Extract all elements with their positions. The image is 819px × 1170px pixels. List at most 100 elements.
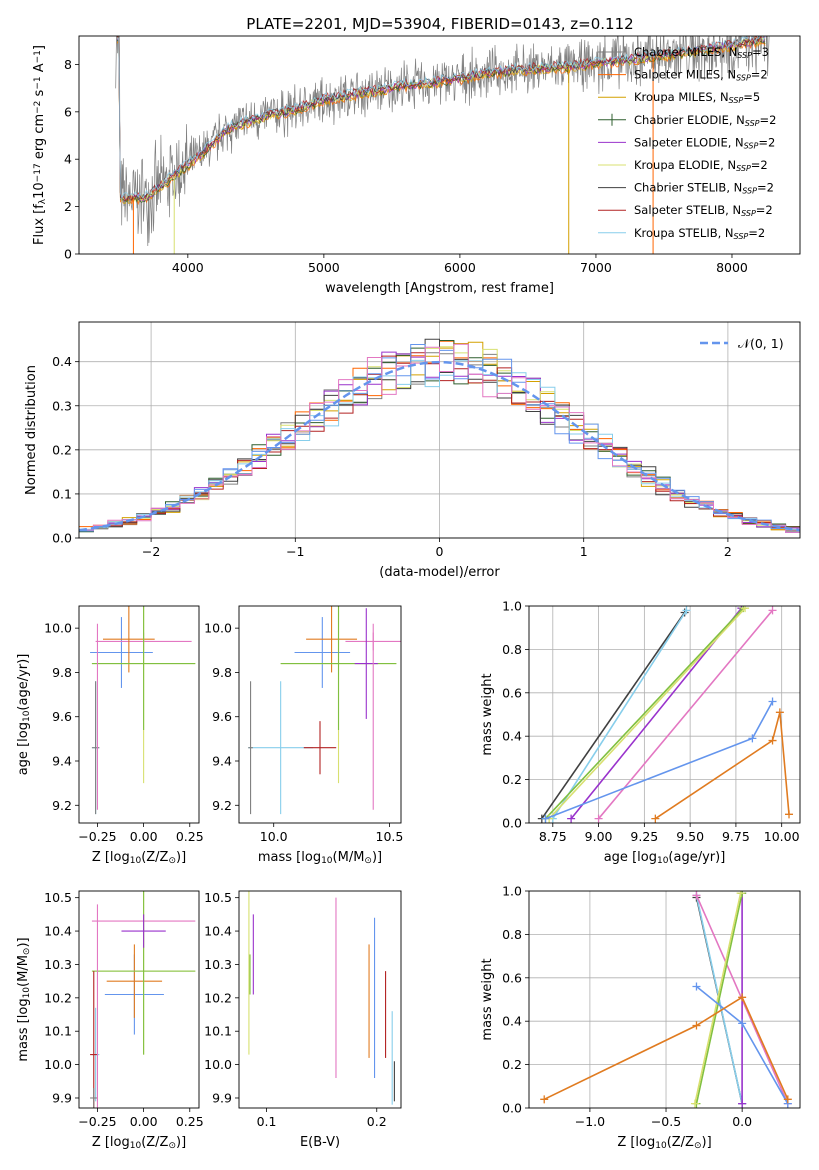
residual-histogram bbox=[79, 359, 800, 531]
label-part: mass weight bbox=[480, 673, 495, 755]
y-tick-label: 0.4 bbox=[52, 354, 72, 369]
label-part: 10 bbox=[130, 1141, 142, 1151]
label-part: ⊙ bbox=[168, 856, 176, 866]
label-part: (age/yr)] bbox=[16, 654, 31, 711]
label-part: Salpeter ELODIE, N bbox=[634, 135, 744, 149]
y-tick-label: 8 bbox=[64, 57, 72, 72]
data-point bbox=[90, 1087, 98, 1108]
label-part: Chabrier MILES, N bbox=[634, 45, 737, 59]
data-point bbox=[306, 606, 358, 673]
series-line bbox=[544, 607, 744, 820]
y-tick-label: 10.0 bbox=[204, 621, 232, 636]
label-part: =2 bbox=[751, 158, 768, 172]
series-line bbox=[545, 701, 774, 820]
x-tick-label: 9.50 bbox=[676, 829, 704, 844]
label-part: ⊙ bbox=[22, 948, 32, 956]
weight-series bbox=[651, 708, 794, 823]
plot-area bbox=[90, 891, 196, 1108]
x-tick-label: 10.00 bbox=[764, 829, 800, 844]
data-point bbox=[90, 617, 153, 688]
x-tick-label: 4000 bbox=[172, 260, 204, 275]
legend-label: Kroupa ELODIE, NSSP=2 bbox=[634, 158, 768, 173]
plus-marker bbox=[741, 606, 750, 613]
y-tick-label: 0.4 bbox=[502, 1014, 522, 1029]
y-tick-label: 10.5 bbox=[44, 890, 72, 905]
plus-marker bbox=[540, 1095, 549, 1104]
label-part: )] bbox=[372, 850, 382, 865]
label-part: =2 bbox=[757, 181, 774, 195]
legend-label: Chabrier STELIB, NSSP=2 bbox=[634, 181, 774, 196]
label-part: =2 bbox=[760, 113, 777, 127]
plus-marker bbox=[692, 1021, 701, 1030]
label-part: Chabrier STELIB, N bbox=[634, 181, 742, 195]
x-axis-label: mass [log10(M/M⊙)] bbox=[258, 850, 382, 866]
x-tick-label: 8.75 bbox=[539, 829, 567, 844]
x-tick-label: −2 bbox=[142, 544, 160, 559]
x-tick-label: 9.25 bbox=[630, 829, 658, 844]
y-tick-label: 0.8 bbox=[502, 927, 522, 942]
label-part: SSP bbox=[737, 51, 752, 60]
label-part: ⊙ bbox=[694, 1141, 702, 1151]
x-axis-label: age [log10(age/yr)] bbox=[604, 850, 726, 866]
x-tick-label: 0.00 bbox=[130, 829, 158, 844]
y-tick-label: 10.2 bbox=[44, 990, 72, 1005]
x-tick-label: 0 bbox=[436, 544, 444, 559]
plot-area bbox=[90, 606, 196, 815]
observed-spectrum-line bbox=[115, 36, 770, 247]
axes-frame bbox=[78, 890, 200, 1109]
plus-marker bbox=[738, 993, 747, 1002]
legend-label: 𝒩(0, 1) bbox=[738, 336, 784, 351]
x-axis-label: wavelength [Angstrom, rest frame] bbox=[325, 281, 554, 296]
y-tick-label: 10.3 bbox=[204, 957, 232, 972]
y-tick-label: 0.8 bbox=[502, 642, 522, 657]
label-part: 10 bbox=[22, 987, 32, 999]
label-part: (M/M bbox=[16, 955, 31, 987]
label-part: 10 bbox=[130, 856, 142, 866]
x-tick-label: 10.5 bbox=[376, 829, 404, 844]
legend-entry: Chabrier ELODIE, NSSP=2 bbox=[598, 113, 776, 128]
data-point bbox=[90, 971, 98, 1108]
legend-entry: Kroupa STELIB, NSSP=2 bbox=[598, 226, 765, 241]
series-line bbox=[543, 996, 789, 1101]
x-tick-label: 7000 bbox=[580, 260, 612, 275]
label-part: Z [log bbox=[92, 850, 130, 865]
y-tick-label: 10.5 bbox=[204, 890, 232, 905]
label-part: Z [log bbox=[617, 1135, 655, 1150]
y-axis-label: age [log10(age/yr)] bbox=[16, 654, 32, 776]
x-tick-label: −0.5 bbox=[651, 1114, 681, 1129]
data-point bbox=[303, 721, 337, 775]
legend-label: Salpeter STELIB, NSSP=2 bbox=[634, 203, 773, 218]
y-tick-label: 9.2 bbox=[212, 798, 232, 813]
label-part: 10 bbox=[22, 710, 32, 722]
y-tick-label: 0.0 bbox=[52, 531, 72, 546]
y-tick-label: 9.2 bbox=[52, 798, 72, 813]
axes-frame bbox=[528, 605, 801, 824]
weight-series bbox=[545, 606, 750, 823]
panel-residuals: −2 −1 0 1 2 0.0 0.1 0.2 0.3 0.4 𝒩(0, 1) (data-model… bbox=[24, 321, 801, 580]
plot-area bbox=[248, 891, 395, 1105]
y-axis-label: Normed distribution bbox=[24, 365, 39, 495]
legend-entry: Chabrier MILES, NSSP=3 bbox=[598, 45, 769, 60]
plus-marker bbox=[567, 814, 576, 823]
label-part: mass weight bbox=[480, 958, 495, 1040]
label-part: Normed distribution bbox=[24, 365, 39, 495]
label-part: =2 bbox=[748, 226, 765, 240]
axes-frame bbox=[528, 890, 801, 1109]
series-line bbox=[654, 712, 790, 820]
label-part: −2 bbox=[33, 101, 43, 114]
panel-spectrum: 4000 5000 6000 7000 8000 0 2 4 6 8 Chabrier MILES,… bbox=[32, 35, 801, 296]
legend-label: Chabrier MILES, NSSP=3 bbox=[634, 45, 769, 60]
series-line bbox=[548, 607, 746, 820]
label-part: Kroupa ELODIE, N bbox=[634, 158, 736, 172]
model-spectrum-line bbox=[117, 36, 766, 200]
x-tick-label: 0.0 bbox=[732, 1114, 752, 1129]
label-part: =3 bbox=[752, 45, 769, 59]
figure-title: PLATE=2201, MJD=53904, FIBERID=0143, z=0… bbox=[246, 15, 633, 33]
y-tick-label: 0.3 bbox=[52, 398, 72, 413]
y-tick-label: 4 bbox=[64, 152, 72, 167]
y-tick-label: 10.0 bbox=[44, 621, 72, 636]
y-tick-label: 1.0 bbox=[502, 599, 522, 614]
plus-marker bbox=[692, 891, 701, 900]
axes-frame bbox=[78, 35, 801, 255]
